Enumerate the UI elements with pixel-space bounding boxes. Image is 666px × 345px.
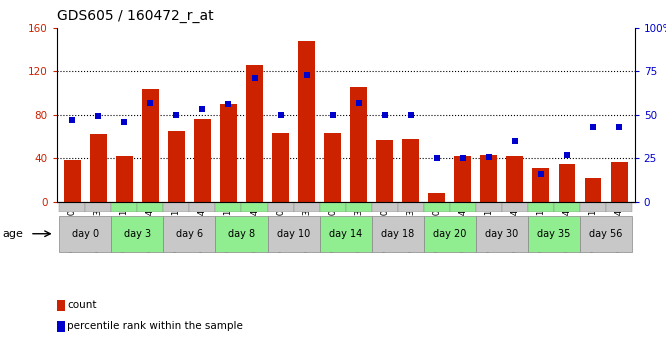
Bar (554, 203, 580, 212)
Text: day 3: day 3 (124, 229, 151, 239)
Text: day 6: day 6 (176, 229, 203, 239)
Bar (454, 156, 472, 202)
Text: day 20: day 20 (433, 229, 466, 239)
Text: count: count (67, 300, 97, 310)
Text: percentile rank within the sample: percentile rank within the sample (67, 321, 243, 331)
Bar (585, 178, 601, 202)
Bar (294, 203, 320, 212)
Bar (272, 133, 289, 202)
Bar (90, 134, 107, 202)
Text: GDS605 / 160472_r_at: GDS605 / 160472_r_at (57, 9, 213, 23)
Bar (372, 216, 424, 252)
Bar (320, 216, 372, 252)
Bar (168, 131, 185, 202)
Bar (242, 203, 268, 212)
Bar (350, 88, 367, 202)
Bar (324, 133, 341, 202)
Bar (189, 203, 216, 212)
Bar (506, 156, 523, 202)
Bar (611, 161, 627, 202)
Bar (476, 216, 528, 252)
Bar (502, 203, 528, 212)
Bar (476, 203, 502, 212)
Bar (480, 155, 498, 202)
Bar (298, 41, 315, 202)
Text: day 14: day 14 (329, 229, 362, 239)
Text: day 56: day 56 (589, 229, 623, 239)
Bar (194, 119, 211, 202)
Bar (116, 156, 133, 202)
Bar (246, 65, 263, 202)
Bar (216, 203, 242, 212)
Text: day 30: day 30 (486, 229, 519, 239)
Bar (142, 89, 159, 202)
Bar (346, 203, 372, 212)
Bar (528, 203, 554, 212)
Bar (163, 203, 189, 212)
Bar (424, 216, 476, 252)
Bar (398, 203, 424, 212)
Bar (216, 216, 268, 252)
Text: day 10: day 10 (277, 229, 310, 239)
Bar (528, 216, 580, 252)
Bar (320, 203, 346, 212)
Bar (220, 104, 237, 202)
Bar (450, 203, 476, 212)
Text: day 0: day 0 (72, 229, 99, 239)
Bar (59, 203, 85, 212)
Bar (533, 168, 549, 202)
Bar (268, 203, 294, 212)
Bar (428, 193, 446, 202)
Bar (111, 216, 163, 252)
Bar (372, 203, 398, 212)
Bar (580, 203, 606, 212)
Text: day 35: day 35 (537, 229, 571, 239)
Bar (606, 203, 632, 212)
Text: day 8: day 8 (228, 229, 255, 239)
Bar (111, 203, 137, 212)
Bar (559, 164, 575, 202)
Bar (137, 203, 163, 212)
Bar (64, 160, 81, 202)
Bar (268, 216, 320, 252)
Text: age: age (3, 229, 23, 239)
Bar (424, 203, 450, 212)
Bar (163, 216, 216, 252)
Bar (402, 139, 419, 202)
Bar (59, 216, 111, 252)
Bar (580, 216, 632, 252)
Text: day 18: day 18 (381, 229, 414, 239)
Bar (376, 140, 393, 202)
Bar (85, 203, 111, 212)
